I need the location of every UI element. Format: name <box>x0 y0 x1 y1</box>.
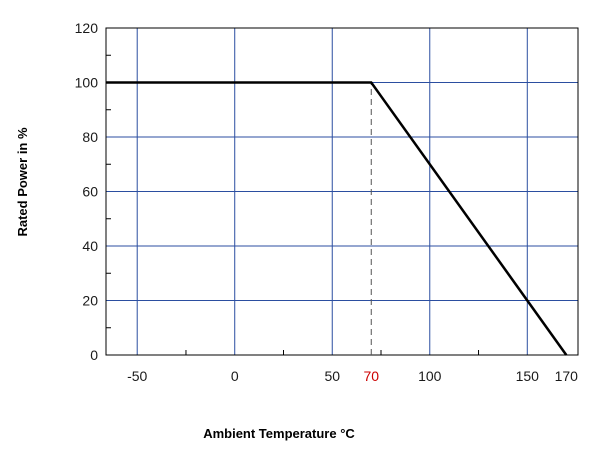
minor-ticks <box>106 54 480 355</box>
x-tick-label: 150 <box>516 368 540 384</box>
y-tick-label: 20 <box>82 293 98 309</box>
x-tick-label: -50 <box>127 368 147 384</box>
y-axis-title: Rated Power in % <box>15 127 30 237</box>
y-tick-label: 100 <box>75 75 99 91</box>
plot-frame <box>105 27 579 356</box>
y-tick-label: 80 <box>82 129 98 145</box>
x-tick-label: 50 <box>324 368 340 384</box>
y-tick-label: 60 <box>82 184 98 200</box>
chart-grid <box>106 27 578 356</box>
y-tick-label: 120 <box>75 20 99 36</box>
x-tick-label: 0 <box>231 368 239 384</box>
x-axis-title: Ambient Temperature °C <box>203 426 355 441</box>
x-tick-labels: -50 0 50 100 150 70 170 <box>127 368 578 384</box>
x-tick-label-70: 70 <box>363 368 379 384</box>
y-tick-label: 40 <box>82 238 98 254</box>
y-tick-labels: 0 20 40 60 80 100 120 <box>75 20 99 363</box>
series-line-derating <box>106 81 568 356</box>
y-tick-label: 0 <box>90 347 98 363</box>
series-group <box>106 81 568 356</box>
x-tick-label: 100 <box>418 368 442 384</box>
x-tick-label-170: 170 <box>555 368 579 384</box>
